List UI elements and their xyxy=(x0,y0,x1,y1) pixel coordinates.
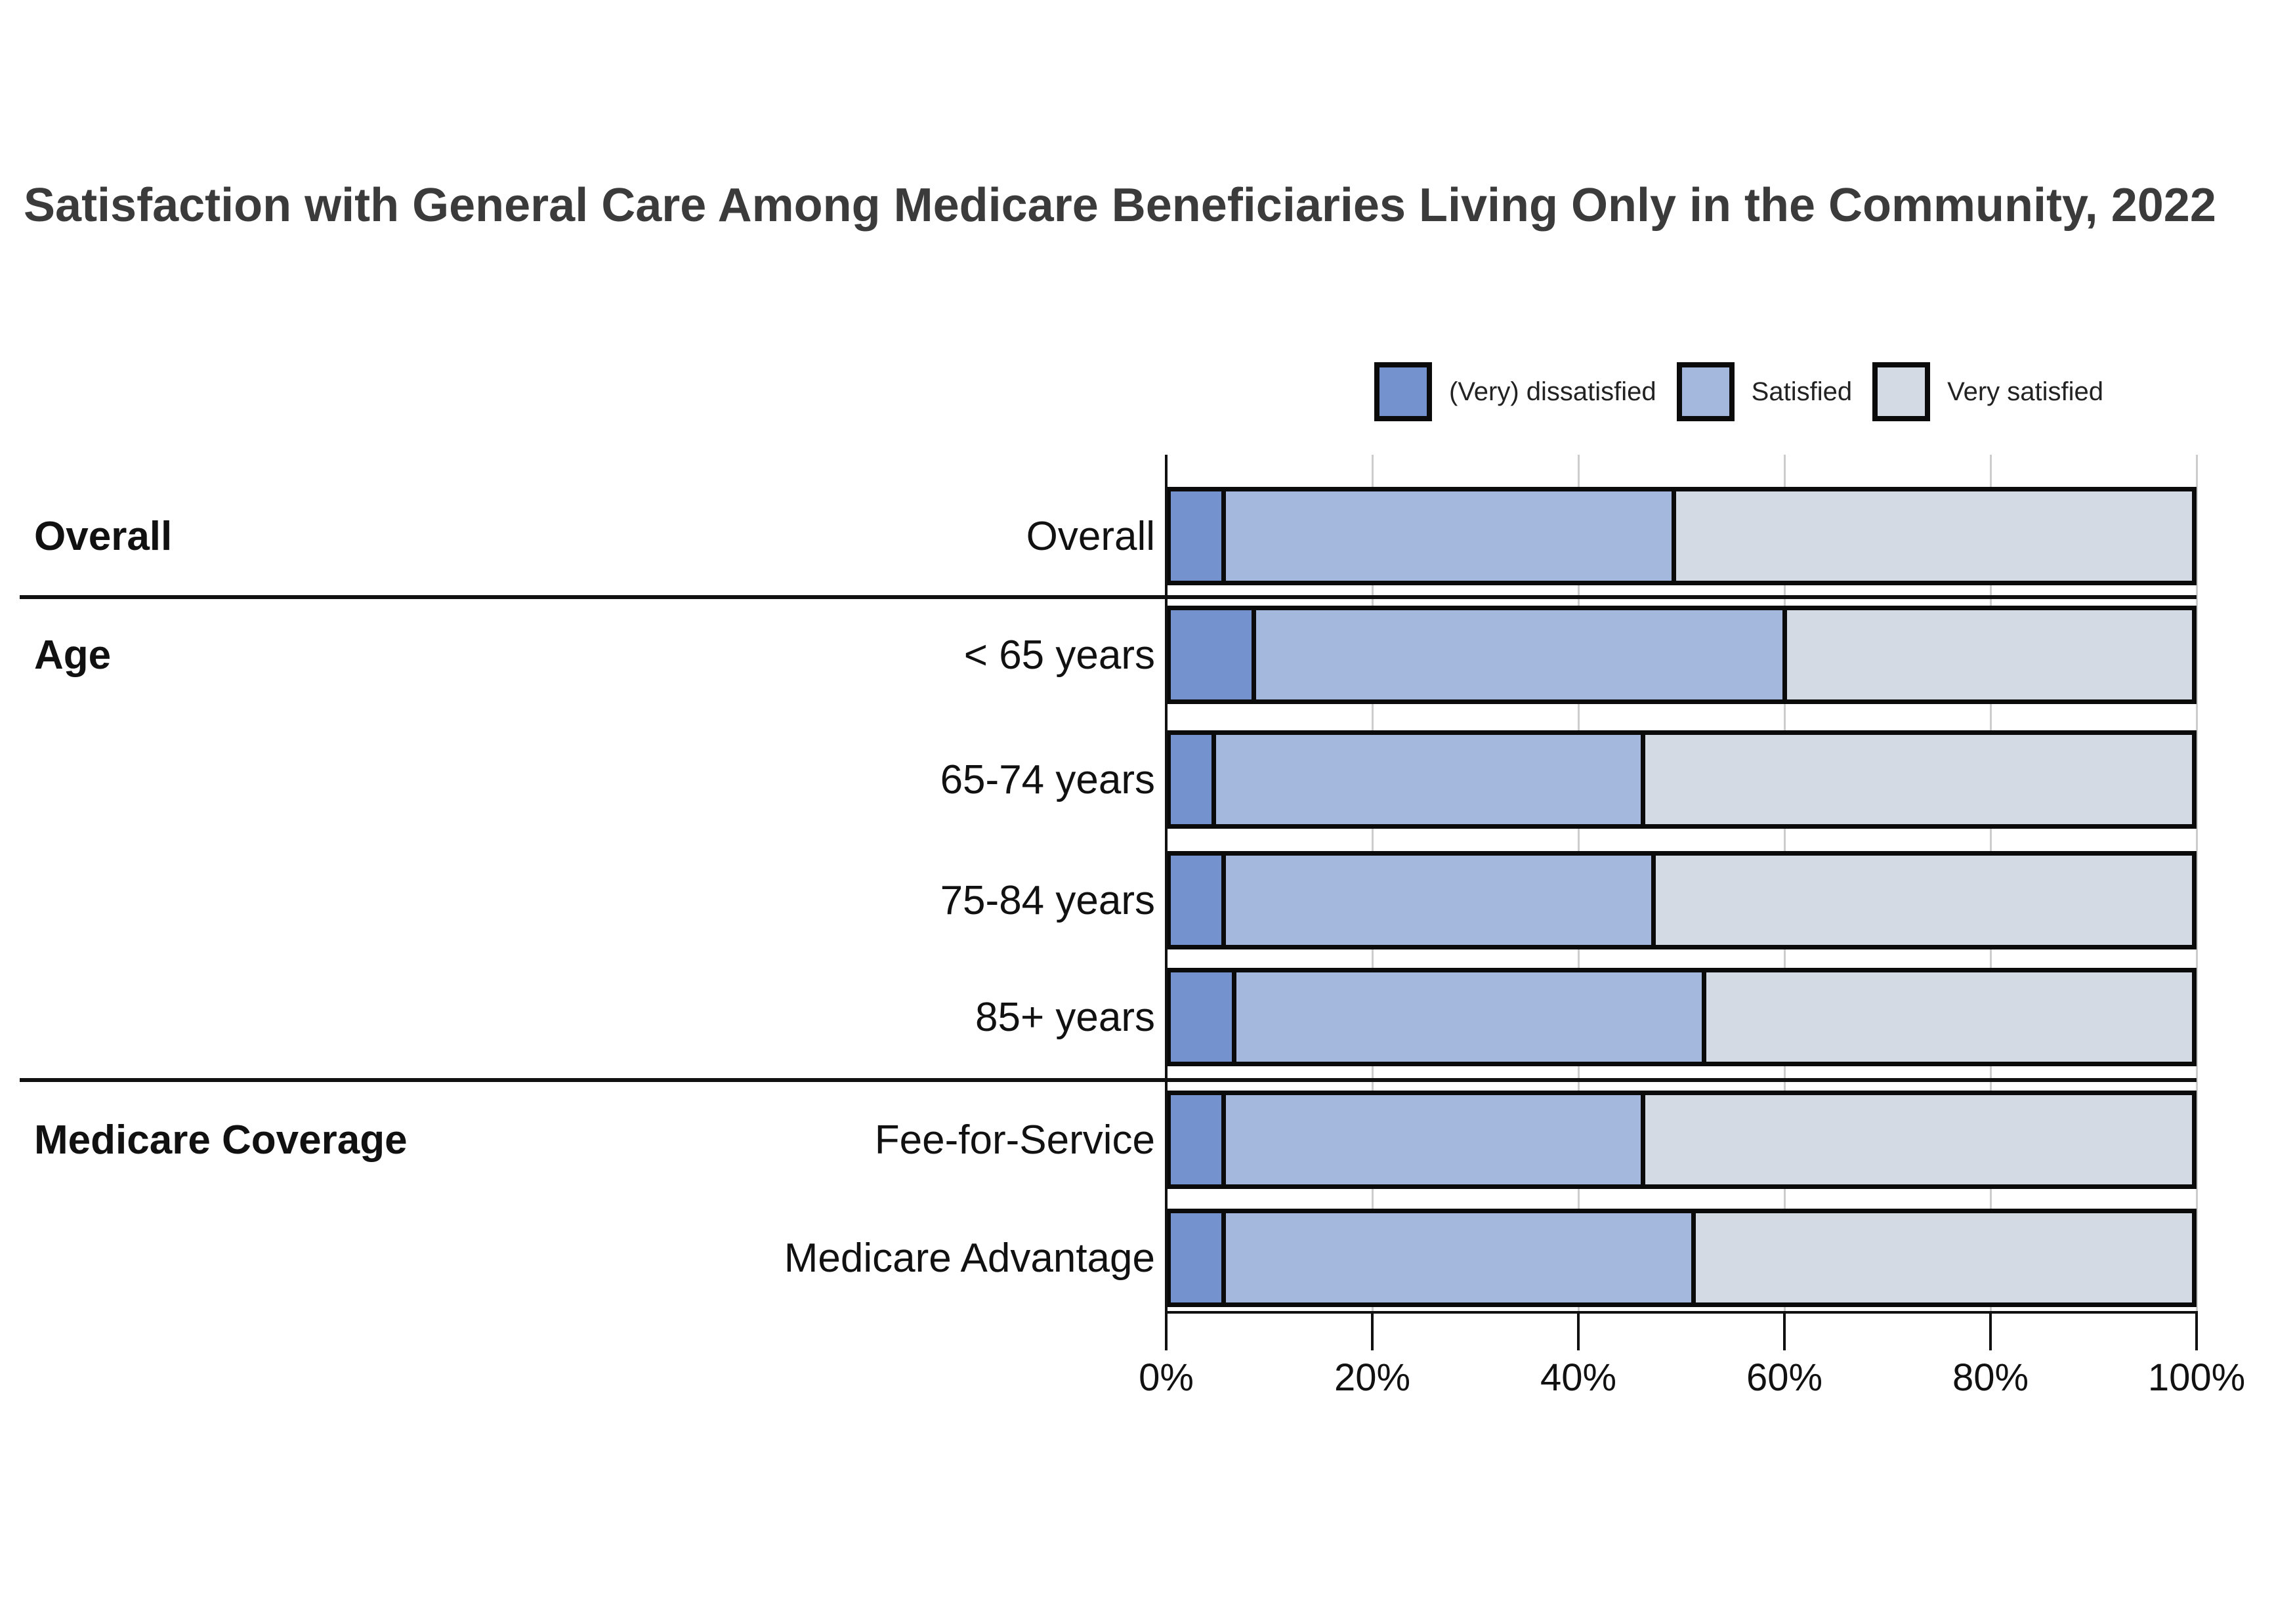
bar-segment-very-satisfied xyxy=(1651,856,2192,945)
row-label-5: Fee-for-Service xyxy=(874,1117,1155,1163)
legend: (Very) dissatisfied Satisfied Very satis… xyxy=(1374,362,2103,421)
bar-row-65-74-years xyxy=(1166,730,2197,829)
bar-segment-satisfied xyxy=(1221,856,1651,945)
x-tick-label-40: 40% xyxy=(1540,1356,1617,1399)
bar-row-75-84-years xyxy=(1166,851,2197,949)
bar-segment--very-dissatisfied xyxy=(1171,856,1222,945)
x-tick-mark-40 xyxy=(1577,1312,1580,1350)
group-separator-1 xyxy=(20,1078,2197,1082)
bar-segment-very-satisfied xyxy=(1641,735,2193,824)
bar-row-fee-for-service xyxy=(1166,1091,2197,1189)
group-separator-0 xyxy=(20,595,2197,599)
legend-swatch-dissatisfied xyxy=(1374,362,1432,421)
x-tick-mark-60 xyxy=(1783,1312,1786,1350)
bar-segment--very-dissatisfied xyxy=(1171,610,1252,699)
group-label-overall: Overall xyxy=(34,513,173,559)
legend-label-very-satisfied: Very satisfied xyxy=(1947,377,2103,406)
bar-row-85-years xyxy=(1166,968,2197,1066)
row-label-4: 85+ years xyxy=(975,994,1155,1040)
bar-segment-very-satisfied xyxy=(1671,491,2192,581)
bar-segment--very-dissatisfied xyxy=(1171,1095,1222,1184)
bar-segment-satisfied xyxy=(1221,1095,1641,1184)
x-tick-mark-20 xyxy=(1371,1312,1374,1350)
bar-segment-very-satisfied xyxy=(1701,972,2192,1062)
bar-segment-very-satisfied xyxy=(1782,610,2192,699)
row-label-2: 65-74 years xyxy=(940,757,1155,802)
legend-swatch-very-satisfied xyxy=(1872,362,1931,421)
bar-segment-satisfied xyxy=(1211,735,1641,824)
legend-label-satisfied: Satisfied xyxy=(1751,377,1853,406)
row-label-1: < 65 years xyxy=(963,632,1155,678)
bar-segment-satisfied xyxy=(1221,1213,1692,1302)
bar-segment-very-satisfied xyxy=(1691,1213,2192,1302)
bar-segment-very-satisfied xyxy=(1641,1095,2192,1184)
bar-segment--very-dissatisfied xyxy=(1171,972,1232,1062)
row-label-0: Overall xyxy=(1026,513,1155,559)
group-label-age: Age xyxy=(34,632,112,678)
bar-segment-satisfied xyxy=(1252,610,1783,699)
x-tick-mark-0 xyxy=(1165,1312,1168,1350)
legend-label-dissatisfied: (Very) dissatisfied xyxy=(1449,377,1656,406)
bar-segment-satisfied xyxy=(1221,491,1672,581)
bar-row-medicare-advantage xyxy=(1166,1209,2197,1307)
row-label-3: 75-84 years xyxy=(940,877,1155,923)
x-tick-mark-80 xyxy=(1989,1312,1992,1350)
legend-swatch-satisfied xyxy=(1676,362,1735,421)
bar-row--65-years xyxy=(1166,606,2197,704)
x-tick-label-20: 20% xyxy=(1334,1356,1411,1399)
y-axis-line xyxy=(1165,455,1168,1315)
bar-segment--very-dissatisfied xyxy=(1171,735,1211,824)
row-label-6: Medicare Advantage xyxy=(784,1235,1155,1281)
x-tick-label-60: 60% xyxy=(1746,1356,1823,1399)
legend-item-dissatisfied: (Very) dissatisfied xyxy=(1374,362,1656,421)
bar-segment--very-dissatisfied xyxy=(1171,1213,1222,1302)
legend-item-satisfied: Satisfied xyxy=(1676,362,1853,421)
bar-segment--very-dissatisfied xyxy=(1171,491,1222,581)
bar-segment-satisfied xyxy=(1231,972,1702,1062)
x-axis-line xyxy=(1165,1311,2198,1314)
legend-item-very-satisfied: Very satisfied xyxy=(1872,362,2103,421)
group-label-medicare-coverage: Medicare Coverage xyxy=(34,1117,408,1163)
chart-title: Satisfaction with General Care Among Med… xyxy=(24,179,2216,232)
x-tick-label-0: 0% xyxy=(1139,1356,1194,1399)
bar-row-overall xyxy=(1166,487,2197,585)
x-tick-mark-100 xyxy=(2195,1312,2198,1350)
x-tick-label-80: 80% xyxy=(1952,1356,2029,1399)
x-tick-label-100: 100% xyxy=(2147,1356,2246,1399)
gridline-100 xyxy=(2196,455,2198,1312)
